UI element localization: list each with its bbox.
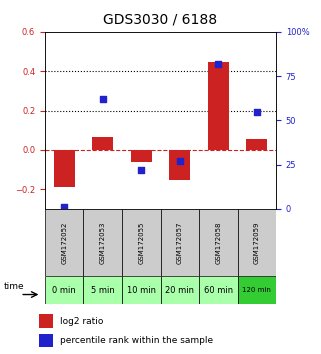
Bar xyxy=(169,150,190,180)
Bar xyxy=(199,209,238,276)
Text: GSM172058: GSM172058 xyxy=(215,221,221,264)
Text: GSM172053: GSM172053 xyxy=(100,221,106,264)
Bar xyxy=(238,276,276,304)
Text: 5 min: 5 min xyxy=(91,286,115,295)
Text: GSM172057: GSM172057 xyxy=(177,221,183,264)
Text: 10 min: 10 min xyxy=(127,286,156,295)
Bar xyxy=(160,276,199,304)
Bar xyxy=(246,139,267,150)
Bar xyxy=(122,209,160,276)
Bar xyxy=(39,334,53,347)
Text: 120 min: 120 min xyxy=(242,287,271,293)
Bar xyxy=(83,209,122,276)
Point xyxy=(177,158,182,164)
Text: GSM172059: GSM172059 xyxy=(254,221,260,264)
Bar xyxy=(54,150,75,187)
Text: 0 min: 0 min xyxy=(52,286,76,295)
Text: percentile rank within the sample: percentile rank within the sample xyxy=(60,336,213,345)
Text: GSM172055: GSM172055 xyxy=(138,221,144,264)
Point xyxy=(100,96,105,102)
Bar xyxy=(199,276,238,304)
Bar xyxy=(160,209,199,276)
Bar xyxy=(131,150,152,162)
Text: 20 min: 20 min xyxy=(165,286,194,295)
Bar xyxy=(238,209,276,276)
Point xyxy=(254,109,259,114)
Bar xyxy=(39,314,53,328)
Text: 60 min: 60 min xyxy=(204,286,233,295)
Bar xyxy=(122,276,160,304)
Text: GDS3030 / 6188: GDS3030 / 6188 xyxy=(103,12,218,27)
Bar xyxy=(83,276,122,304)
Bar xyxy=(208,62,229,150)
Text: GSM172052: GSM172052 xyxy=(61,221,67,264)
Point xyxy=(139,167,144,173)
Text: log2 ratio: log2 ratio xyxy=(60,317,103,326)
Point xyxy=(62,204,67,210)
Point xyxy=(216,61,221,67)
Bar xyxy=(92,137,113,150)
Text: time: time xyxy=(4,281,24,291)
Bar xyxy=(45,276,83,304)
Bar xyxy=(45,209,83,276)
